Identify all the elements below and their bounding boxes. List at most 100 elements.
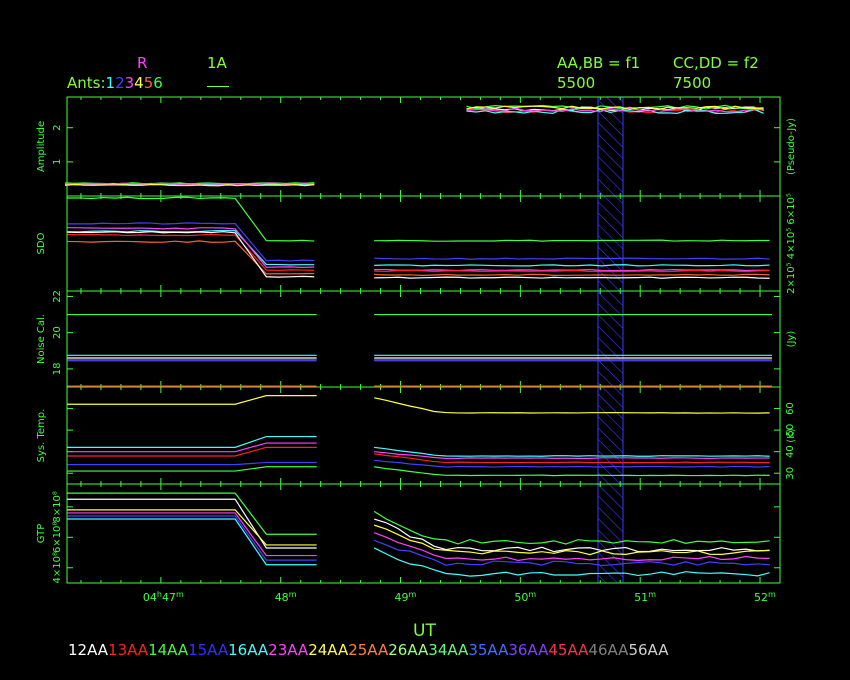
sys_temp-series-line <box>374 453 770 464</box>
y-tick-label: 20 <box>52 326 63 339</box>
ant-number: 4 <box>134 74 144 92</box>
amplitude-series-line <box>64 182 315 185</box>
legend-entry: 23AA <box>268 641 309 659</box>
legend-entry: 34AA <box>428 641 469 659</box>
y-tick-label: 50 <box>785 424 796 437</box>
legend-entry: 25AA <box>348 641 389 659</box>
x-tick-label: 50m <box>514 590 536 604</box>
panel-right-label: (K) <box>786 428 797 442</box>
legend-entry: 45AA <box>548 641 589 659</box>
gtp-series-line <box>373 547 770 577</box>
ant-number: 1 <box>105 74 116 92</box>
sys_temp-series-line <box>374 459 770 468</box>
sdo-series-line <box>374 276 770 279</box>
panel-right-label: 2×10⁵ 4×10⁵ 6×10⁵ <box>786 193 797 294</box>
legend-entry: 56AA <box>628 641 669 659</box>
multi-panel-chart: Amplitude (Pseudo-Jy) 1 2 SDO 2×10⁵ 4×10⁵ 6×1… <box>36 96 797 604</box>
gtp-series-line <box>67 518 317 566</box>
panel-right-label: (Pseudo-Jy) <box>786 118 797 175</box>
x-tick-label: 52m <box>754 590 776 604</box>
sys_temp-series-line <box>374 397 770 414</box>
legend-entry: 14AA <box>148 641 189 659</box>
gtp-series-line <box>67 515 317 561</box>
gtp-series-line <box>67 492 317 535</box>
sys_temp-series-line <box>67 446 317 457</box>
legend-entry: 36AA <box>508 641 549 659</box>
gtp-series-line <box>373 518 770 553</box>
baseline-legend: 12AA13AA14AA15AA16AA23AA24AA25AA26AA34AA… <box>68 641 668 659</box>
flagged-region <box>598 97 623 583</box>
amplitude-series-line <box>64 183 315 187</box>
ant-numbers: 123456 <box>106 74 163 92</box>
sdo-series-line <box>374 264 770 267</box>
y-tick-label: 4×10⁸ <box>52 552 63 583</box>
ants-label: Ants: <box>67 74 106 92</box>
legend-entry: 12AA <box>68 641 109 659</box>
y-tick-label: 6×10⁸ <box>52 522 63 553</box>
sdo-series-line <box>67 229 315 266</box>
polarization-label: R <box>137 54 148 72</box>
ant-number: 5 <box>143 74 154 92</box>
y-tick-label: 18 <box>52 363 63 376</box>
amplitude-series-line <box>466 106 764 112</box>
ant-number: 2 <box>115 74 125 92</box>
sys_temp-series-line <box>67 466 317 472</box>
x-tick-label: 51m <box>634 590 656 604</box>
sdo-series-line <box>67 230 315 278</box>
sys_temp-series-line <box>67 442 317 453</box>
y-tick-label: 2 <box>52 125 63 131</box>
panel-frame <box>66 386 781 485</box>
gtp-series-line <box>67 509 317 546</box>
panel-ylabel: Noise Cal. <box>36 314 47 364</box>
sys_temp-series-line <box>374 466 770 477</box>
sys_temp-series-line <box>374 446 770 457</box>
sys_temp-series-line <box>67 395 317 405</box>
y-tick-label: 40 <box>785 445 796 458</box>
sdo-series-line <box>67 233 315 271</box>
x-tick-label: 48m <box>275 590 297 604</box>
sdo-series-line <box>374 239 770 242</box>
panel-ylabel: GTP <box>36 524 47 544</box>
sys_temp-series-line <box>67 461 317 466</box>
legend-entry: 26AA <box>388 641 429 659</box>
freq-right-label: CC,DD = f2 <box>673 54 759 72</box>
gtp-series-line <box>373 524 770 556</box>
y-tick-label: 60 <box>785 402 796 415</box>
y-tick-label: 22 <box>52 290 63 303</box>
x-tick-label: 04h47m <box>143 590 184 604</box>
sdo-series-line <box>67 222 315 262</box>
if-label: 1A <box>207 54 227 72</box>
gtp-series-line <box>373 510 770 545</box>
sdo-series-line <box>67 227 315 268</box>
freq-left-value: 5500 <box>557 74 596 92</box>
legend-entry: 15AA <box>188 641 229 659</box>
legend-entry: 35AA <box>468 641 509 659</box>
sdo-series-line <box>374 269 770 273</box>
sdo-series-line <box>374 257 770 260</box>
if-line-sample <box>207 86 229 87</box>
sdo-series-line <box>67 196 315 242</box>
panel-ylabel: Sys. Temp. <box>36 409 47 463</box>
freq-right-value: 7500 <box>673 74 712 92</box>
panel-frame <box>66 96 781 197</box>
legend-entry: 46AA <box>588 641 629 659</box>
ants-row: Ants:123456 <box>67 74 163 92</box>
y-tick-label: 30 <box>785 467 796 480</box>
legend-entry: 13AA <box>108 641 149 659</box>
amplitude-series-line <box>466 105 764 111</box>
y-tick-label: 8×10⁸ <box>52 491 63 522</box>
gtp-series-line <box>373 539 770 567</box>
panel-frame <box>66 290 781 388</box>
panel-ylabel: SDO <box>36 232 47 254</box>
freq-left-label: AA,BB = f1 <box>557 54 641 72</box>
sdo-series-line <box>374 273 770 276</box>
ant-number: 6 <box>153 74 163 92</box>
x-tick-label: 49m <box>395 590 417 604</box>
sys_temp-series-line <box>67 435 317 448</box>
sys_temp-series-line <box>374 451 770 460</box>
y-tick-label: 1 <box>52 159 63 165</box>
ant-number: 3 <box>124 74 135 92</box>
panel-ylabel: Amplitude <box>36 121 47 172</box>
panel-right-label: (Jy) <box>786 331 797 348</box>
panel-frame <box>66 195 781 292</box>
